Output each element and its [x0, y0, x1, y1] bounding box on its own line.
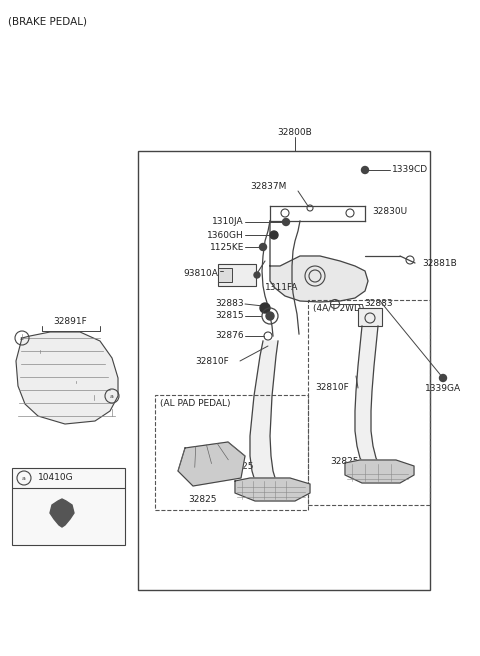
- Text: 32825: 32825: [189, 495, 217, 504]
- Polygon shape: [345, 460, 414, 483]
- Text: 32815: 32815: [216, 310, 244, 319]
- Circle shape: [266, 312, 274, 320]
- Text: 32825: 32825: [225, 462, 253, 471]
- Polygon shape: [355, 326, 380, 466]
- Text: 32810F: 32810F: [315, 384, 349, 392]
- Circle shape: [283, 218, 289, 226]
- Bar: [155, 395, 308, 510]
- Text: 1310JA: 1310JA: [212, 218, 244, 226]
- Polygon shape: [50, 499, 74, 527]
- Text: 32891F: 32891F: [53, 317, 87, 326]
- Bar: [138, 151, 430, 590]
- Polygon shape: [178, 442, 245, 486]
- Bar: [308, 300, 430, 505]
- Polygon shape: [250, 341, 288, 493]
- Circle shape: [254, 272, 260, 278]
- Polygon shape: [16, 332, 118, 424]
- Polygon shape: [235, 478, 310, 501]
- Text: 10410G: 10410G: [38, 474, 73, 483]
- Circle shape: [260, 303, 270, 313]
- Text: 1311FA: 1311FA: [265, 283, 299, 293]
- Circle shape: [361, 167, 369, 173]
- Text: 32881B: 32881B: [422, 258, 457, 268]
- Text: 32883: 32883: [216, 298, 244, 308]
- Bar: [358, 308, 382, 326]
- Text: 1339CD: 1339CD: [392, 165, 428, 174]
- Text: 1339GA: 1339GA: [425, 384, 461, 393]
- Circle shape: [440, 375, 446, 382]
- Text: 32800B: 32800B: [277, 128, 312, 137]
- Bar: [218, 268, 232, 282]
- Text: a: a: [20, 335, 24, 340]
- Text: a: a: [22, 476, 26, 480]
- Text: (4A/T 2WD): (4A/T 2WD): [313, 304, 364, 313]
- Text: 32883: 32883: [364, 300, 393, 308]
- Text: 1125KE: 1125KE: [210, 243, 244, 251]
- Circle shape: [260, 243, 266, 251]
- Bar: [12, 468, 125, 545]
- Text: 32825: 32825: [330, 457, 359, 466]
- Polygon shape: [270, 221, 368, 302]
- Text: (BRAKE PEDAL): (BRAKE PEDAL): [8, 16, 87, 26]
- Text: a: a: [110, 394, 114, 398]
- Text: 32837M: 32837M: [250, 182, 286, 191]
- Text: 32810F: 32810F: [195, 356, 229, 365]
- Text: 32876: 32876: [216, 331, 244, 340]
- Text: (AL PAD PEDAL): (AL PAD PEDAL): [160, 399, 230, 408]
- Text: 32830U: 32830U: [372, 207, 407, 216]
- Bar: [218, 264, 256, 286]
- Text: 93810A: 93810A: [183, 270, 218, 279]
- Text: 1360GH: 1360GH: [207, 230, 244, 239]
- Circle shape: [270, 231, 278, 239]
